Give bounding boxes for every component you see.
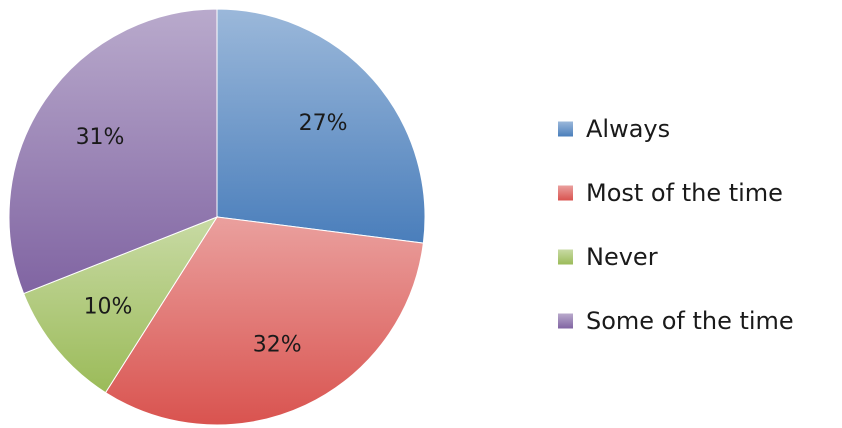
pie-slice-some-of-the-time: [8, 8, 218, 295]
legend-item-most-of-the-time: Most of the time: [558, 179, 783, 207]
legend-label-never: Never: [586, 243, 658, 271]
pie-slices: [8, 8, 426, 426]
pie-slice-never: [22, 215, 219, 394]
data-label-never: 10%: [84, 295, 133, 320]
data-label-some-of-the-time: 31%: [76, 125, 125, 150]
legend-label-some-of-the-time: Some of the time: [586, 307, 794, 335]
pie-slice-most-of-the-time: [104, 216, 424, 426]
legend: Always Most of the time Never Some of the t…: [558, 115, 794, 335]
legend-item-always: Always: [558, 115, 670, 143]
pie-slice-always: [216, 8, 426, 244]
data-label-most-of-the-time: 32%: [253, 332, 302, 357]
legend-swatch-most-of-the-time: [558, 185, 573, 201]
legend-item-some-of-the-time: Some of the time: [558, 307, 794, 335]
legend-swatch-always: [558, 121, 573, 137]
legend-swatch-never: [558, 249, 573, 265]
data-label-always: 27%: [299, 111, 348, 136]
legend-label-always: Always: [586, 115, 670, 143]
legend-label-most-of-the-time: Most of the time: [586, 179, 783, 207]
legend-item-never: Never: [558, 243, 658, 271]
pie-data-labels: 27% 32% 10% 31%: [76, 111, 348, 358]
legend-swatch-some-of-the-time: [558, 313, 573, 329]
